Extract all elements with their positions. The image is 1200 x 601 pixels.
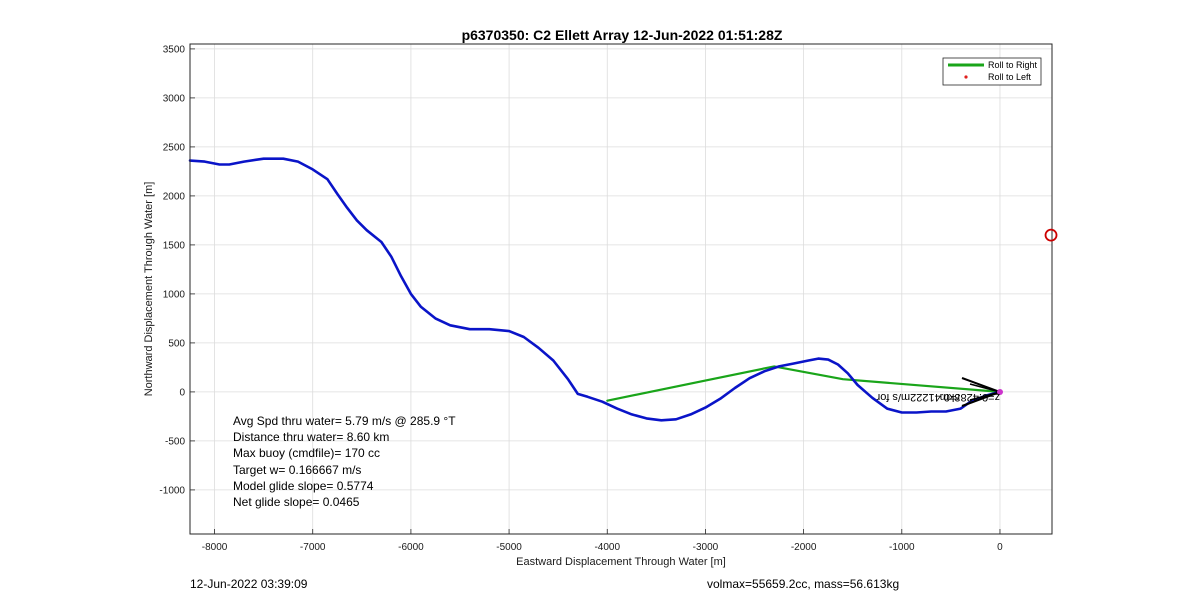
target-circle-marker — [1044, 228, 1058, 242]
y-tick-label: 0 — [179, 387, 185, 398]
x-tick-label: -1000 — [889, 542, 915, 553]
y-tick-label: 2000 — [163, 191, 186, 202]
stat-max-buoy: Max buoy (cmdfile)= 170 cc — [233, 446, 380, 460]
chart-title: p6370350: C2 Ellett Array 12-Jun-2022 01… — [462, 27, 783, 43]
x-tick-label: -4000 — [594, 542, 620, 553]
plot-area — [190, 44, 1052, 534]
y-tick-label: 2500 — [163, 142, 186, 153]
y-tick-label: 3500 — [163, 44, 186, 55]
legend-label-roll-right: Roll to Right — [988, 60, 1038, 70]
x-tick-label: -2000 — [791, 542, 817, 553]
x-axis-ticks: -8000 -7000 -6000 -5000 -4000 -3000 -2000 -1000… — [202, 529, 1003, 553]
y-tick-label: 1000 — [163, 289, 186, 300]
data-series — [188, 157, 1002, 422]
mirrored-annotation-extra: r=0.41222m/s for — [876, 391, 960, 403]
origin-marker — [997, 389, 1003, 395]
direction-arrow-secondary-icon — [969, 383, 1001, 401]
x-tick-label: -3000 — [693, 542, 719, 553]
stats-block: Avg Spd thru water= 5.79 m/s @ 285.9 °T … — [233, 414, 456, 509]
stat-distance: Distance thru water= 8.60 km — [233, 430, 389, 444]
x-tick-label: -6000 — [398, 542, 424, 553]
y-axis-label: Northward Displacement Through Water [m] — [143, 182, 155, 397]
overlay-annotations: z=0.4283km r=0.41222m/s for — [876, 377, 1003, 407]
grid-lines — [190, 44, 1052, 534]
stat-avg-speed: Avg Spd thru water= 5.79 m/s @ 285.9 °T — [233, 414, 456, 428]
stat-net-glide: Net glide slope= 0.0465 — [233, 495, 360, 509]
y-tick-label: -1000 — [159, 485, 185, 496]
y-tick-label: 1500 — [163, 240, 186, 251]
x-tick-label: 0 — [997, 542, 1003, 553]
legend-dot-roll-left — [964, 75, 968, 79]
x-tick-label: -7000 — [300, 542, 326, 553]
legend-box — [942, 57, 1042, 86]
legend: Roll to Right Roll to Left — [942, 57, 1042, 86]
x-tick-label: -5000 — [496, 542, 522, 553]
y-tick-label: 3000 — [163, 93, 186, 104]
legend-label-roll-left: Roll to Left — [988, 72, 1032, 82]
x-tick-label: -8000 — [202, 542, 228, 553]
y-tick-label: 500 — [168, 338, 185, 349]
y-axis-ticks: -1000 -500 0 500 1000 1500 2000 2500 3000 3500 — [159, 44, 195, 496]
mirrored-annotation: z=0.4283km — [940, 391, 1000, 403]
footer-volmax-mass: volmax=55659.2cc, mass=56.613kg — [707, 577, 899, 591]
stat-model-glide: Model glide slope= 0.5774 — [233, 479, 374, 493]
stat-target-w: Target w= 0.166667 m/s — [233, 463, 361, 477]
axes-frame — [189, 43, 1053, 535]
glider-track-line — [188, 157, 1002, 422]
x-axis-label: Eastward Displacement Through Water [m] — [516, 556, 726, 568]
footer-timestamp: 12-Jun-2022 03:39:09 — [190, 577, 308, 591]
roll-to-right-line — [606, 365, 1002, 402]
y-tick-label: -500 — [165, 436, 185, 447]
